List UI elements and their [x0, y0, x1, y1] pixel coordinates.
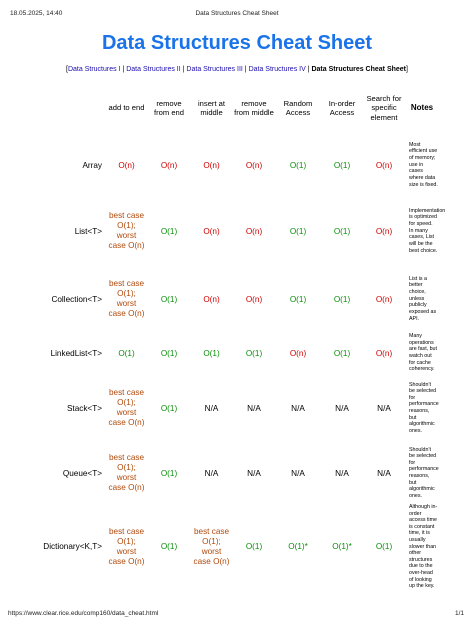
column-header: remove from end: [154, 98, 184, 117]
note-cell: Many operations are fast, but watch out …: [409, 333, 437, 373]
column-header: Random Access: [283, 98, 313, 117]
nav-link-data-structures-1[interactable]: Data Structures I: [67, 66, 121, 73]
complexity-cell: O(n): [245, 226, 263, 236]
print-url: https://www.clear.rice.edu/comp160/data_…: [8, 610, 159, 617]
note-cell: Shouldn't be selected for performance re…: [409, 381, 439, 434]
complexity-cell: O(n): [203, 294, 220, 304]
complexity-cell: O(1): [333, 226, 351, 236]
data-structure-name: List<T>: [74, 226, 102, 236]
data-structure-name: Array: [82, 160, 102, 170]
complexity-cell: O(1): [289, 160, 307, 170]
complexity-cell: N/A: [204, 403, 219, 413]
complexity-cell: N/A: [377, 468, 391, 478]
complexity-cell: O(n): [289, 348, 307, 358]
data-structure-name: Queue<T>: [62, 468, 102, 478]
complexity-cell: O(n): [245, 160, 263, 170]
complexity-cell: O(n): [375, 160, 393, 170]
complexity-cell: O(1)*: [288, 542, 308, 552]
nav-current-page: Data Structures Cheat Sheet: [311, 66, 407, 73]
page-title: Data Structures Cheat Sheet: [101, 32, 373, 54]
complexity-cell: O(1): [333, 348, 351, 358]
column-header: remove from middle: [234, 98, 274, 117]
complexity-cell: O(1): [375, 542, 393, 552]
note-cell: Although in-order access time is constan…: [409, 504, 438, 590]
complexity-cell: O(n): [118, 160, 135, 170]
complexity-cell: O(1): [160, 468, 178, 478]
data-structure-name: Dictionary<K,T>: [43, 542, 102, 552]
complexity-cell: O(1): [289, 226, 307, 236]
print-page-number: 1/1: [454, 610, 464, 617]
complexity-cell: O(1): [160, 403, 178, 413]
complexity-cell: O(n): [203, 226, 220, 236]
nav-link-data-structures-2[interactable]: Data Structures II: [126, 66, 181, 73]
complexity-cell: N/A: [291, 403, 305, 413]
complexity-cell: O(1): [160, 226, 178, 236]
complexity-cell: O(1): [118, 348, 135, 358]
complexity-cell: N/A: [335, 403, 349, 413]
complexity-cell: N/A: [377, 403, 391, 413]
complexity-cell: best case O(1); worst case O(n): [108, 279, 145, 318]
complexity-cell: O(n): [203, 160, 220, 170]
table-row: List<T> best case O(1); worst case O(n) O(…: [14, 196, 446, 266]
note-cell: Shouldn't be selected for performance re…: [409, 446, 439, 499]
complexity-cell: O(n): [375, 294, 393, 304]
cheat-sheet-table: add to end remove from end insert at mid…: [14, 82, 446, 590]
column-header: add to end: [108, 103, 145, 113]
column-header-notes: Notes: [410, 103, 434, 113]
column-header: Search for specific element: [366, 94, 402, 122]
print-doc-title: Data Structures Cheat Sheet: [195, 10, 279, 17]
table-row: LinkedList<T> O(1) O(1) O(1) O(1) O(n) O(1) O(n…: [14, 332, 440, 374]
table-row: Queue<T> best case O(1); worst case O(n) O…: [14, 442, 440, 504]
complexity-cell: O(1): [160, 294, 178, 304]
complexity-cell: N/A: [247, 403, 261, 413]
complexity-cell: best case O(1); worst case O(n): [108, 453, 145, 492]
complexity-cell: N/A: [335, 468, 349, 478]
complexity-cell: O(1): [333, 294, 351, 304]
complexity-cell: O(n): [245, 294, 263, 304]
table-row: Array O(n) O(n) O(n) O(n) O(1) O(1) O(n) Most ef…: [14, 134, 440, 196]
print-datetime: 18.05.2025, 14:40: [10, 10, 63, 17]
complexity-cell: O(1): [160, 348, 178, 358]
column-header: insert at middle: [197, 98, 225, 117]
table-header-row: add to end remove from end insert at mid…: [14, 82, 440, 134]
complexity-cell: O(1): [333, 160, 351, 170]
nav-link-data-structures-3[interactable]: Data Structures III: [186, 66, 243, 73]
complexity-cell: O(1): [160, 542, 178, 552]
complexity-cell: N/A: [204, 468, 219, 478]
print-footer: https://www.clear.rice.edu/comp160/data_…: [0, 610, 474, 622]
data-structure-name: Stack<T>: [66, 403, 102, 413]
complexity-cell: N/A: [291, 468, 305, 478]
nav-link-data-structures-4[interactable]: Data Structures IV: [248, 66, 306, 73]
note-cell: List is a better choice, unless publicly…: [409, 275, 437, 322]
complexity-cell: O(1): [203, 348, 220, 358]
column-header: In-order Access: [328, 98, 356, 117]
complexity-cell: O(n): [375, 226, 393, 236]
data-structure-name: LinkedList<T>: [50, 348, 102, 358]
table-row: Dictionary<K,T> best case O(1); worst cas…: [14, 504, 440, 590]
complexity-cell: O(1): [245, 348, 263, 358]
table-row: Collection<T> best case O(1); worst case …: [14, 266, 440, 332]
breadcrumb-nav: [Data Structures I | Data Structures II …: [66, 66, 408, 73]
complexity-cell: O(n): [375, 348, 393, 358]
complexity-cell: O(1): [245, 542, 263, 552]
complexity-cell: O(1)*: [332, 542, 352, 552]
complexity-cell: best case O(1); worst case O(n): [193, 527, 230, 566]
print-header: 18.05.2025, 14:40 Data Structures Cheat …: [0, 10, 474, 22]
complexity-cell: N/A: [247, 468, 261, 478]
complexity-cell: O(1): [289, 294, 307, 304]
data-structure-name: Collection<T>: [51, 294, 102, 304]
complexity-cell: best case O(1); worst case O(n): [108, 527, 145, 566]
complexity-cell: best case O(1); worst case O(n): [108, 388, 145, 427]
note-cell: Implementation is optimized for speed. I…: [409, 207, 446, 254]
complexity-cell: best case O(1); worst case O(n): [108, 211, 145, 250]
note-cell: Most efficient use of memory; use in cas…: [409, 141, 438, 188]
table-row: Stack<T> best case O(1); worst case O(n) O…: [14, 374, 440, 442]
complexity-cell: O(n): [160, 160, 178, 170]
column-header: [14, 82, 106, 134]
